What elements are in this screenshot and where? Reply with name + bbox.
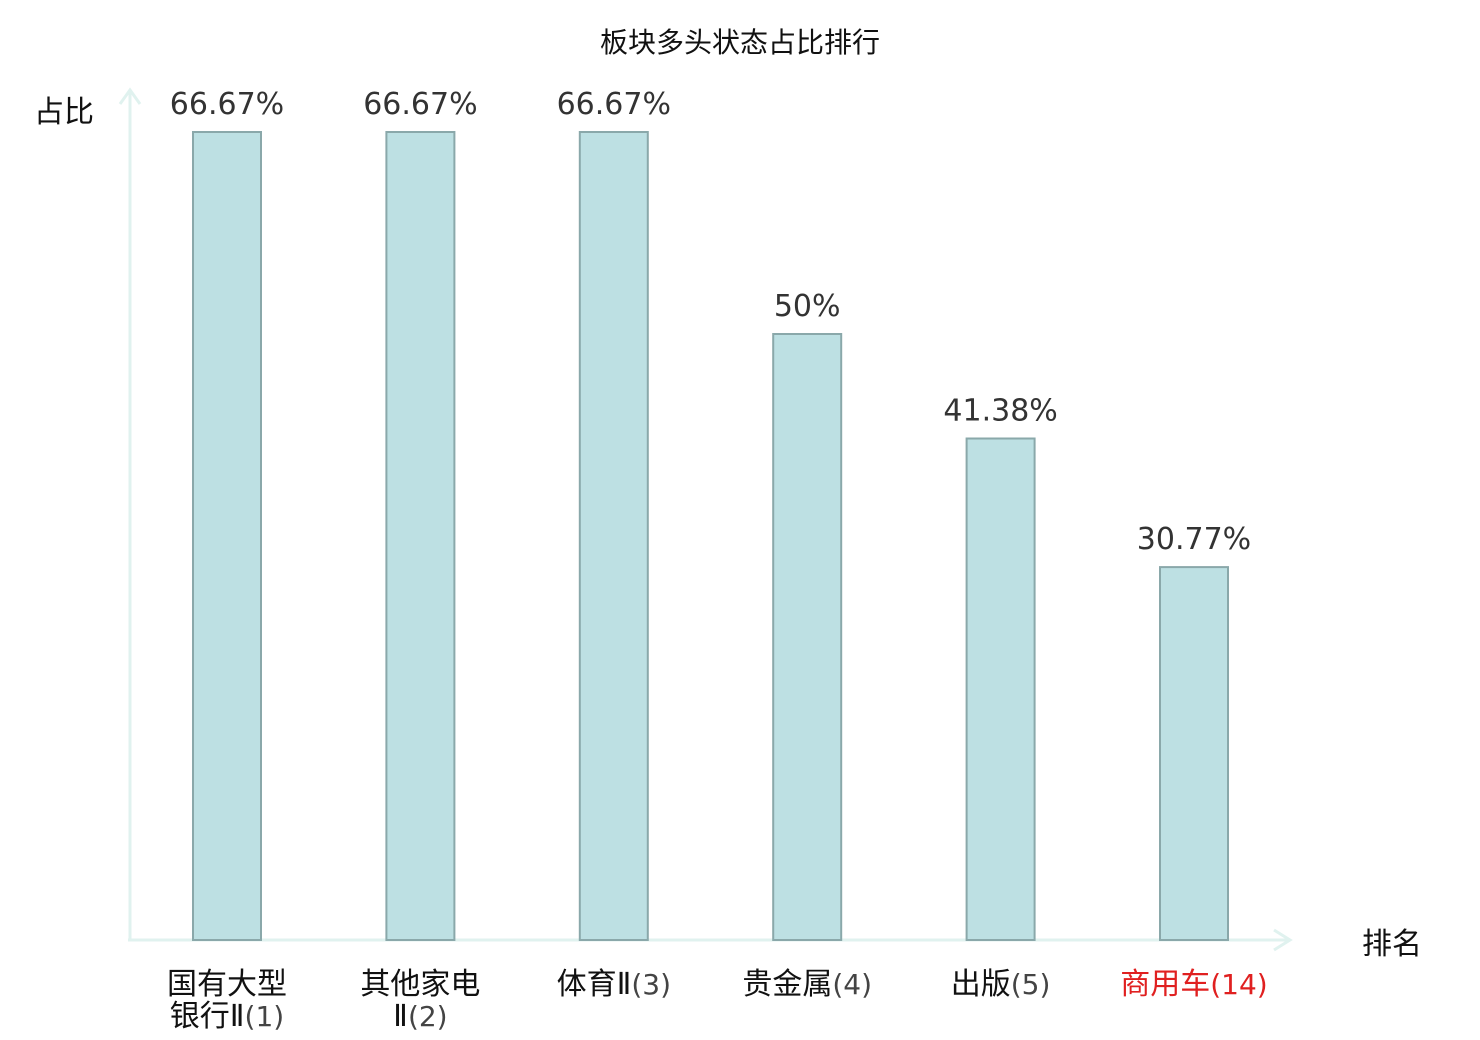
value-label: 66.67% — [557, 87, 671, 122]
y-axis-label: 占比 — [34, 95, 94, 130]
bar — [965, 437, 1036, 941]
category-name: Ⅱ — [393, 999, 408, 1034]
category-name: 出版 — [951, 967, 1011, 1002]
value-label: 41.38% — [943, 394, 1057, 429]
x-axis-label: 排名 — [1362, 927, 1422, 962]
value-label: 30.77% — [1137, 522, 1251, 557]
y-axis-arrow — [118, 87, 142, 105]
category-label: 国有大型银行Ⅱ(1) — [167, 967, 287, 1034]
category-label: 其他家电 Ⅱ(2) — [360, 967, 480, 1034]
category-label: 贵金属(4) — [742, 967, 872, 1002]
category-rank: (14) — [1210, 968, 1267, 1001]
x-axis-arrow — [1273, 928, 1293, 952]
category-name: 商用车 — [1120, 967, 1210, 1002]
category-labels: 国有大型银行Ⅱ(1)其他家电 Ⅱ(2)体育Ⅱ(3) 贵金属(4) 出版(5) 商用车(1… — [167, 967, 1268, 1034]
value-label: 66.67% — [363, 87, 477, 122]
bar — [1159, 566, 1229, 941]
category-rank: (2) — [408, 1000, 448, 1033]
value-label: 50% — [774, 289, 841, 324]
category-name: 贵金属 — [742, 967, 832, 1002]
axes — [118, 87, 1293, 952]
category-label: 体育Ⅱ(3) — [557, 967, 671, 1002]
value-labels: 66.67% 66.67% 66.67% 50% 41.38% 30.77% — [170, 87, 1251, 557]
category-rank: (5) — [1011, 968, 1051, 1001]
category-name: 其他家电 — [360, 967, 480, 1002]
bar — [772, 333, 843, 941]
bar — [385, 131, 456, 941]
category-rank: (1) — [245, 1000, 285, 1033]
bar — [578, 131, 649, 941]
category-label: 出版(5) — [951, 967, 1051, 1002]
category-rank: (4) — [832, 968, 872, 1001]
category-label: 商用车(14) — [1120, 967, 1267, 1002]
category-name: 体育Ⅱ — [557, 967, 632, 1002]
value-label: 66.67% — [170, 87, 284, 122]
category-name: 国有大型 — [167, 967, 287, 1002]
bar — [192, 131, 262, 941]
chart-title: 板块多头状态占比排行 — [600, 26, 880, 59]
bars — [192, 131, 1229, 941]
category-rank: (3) — [631, 968, 671, 1001]
category-name: 银行Ⅱ — [170, 999, 245, 1034]
